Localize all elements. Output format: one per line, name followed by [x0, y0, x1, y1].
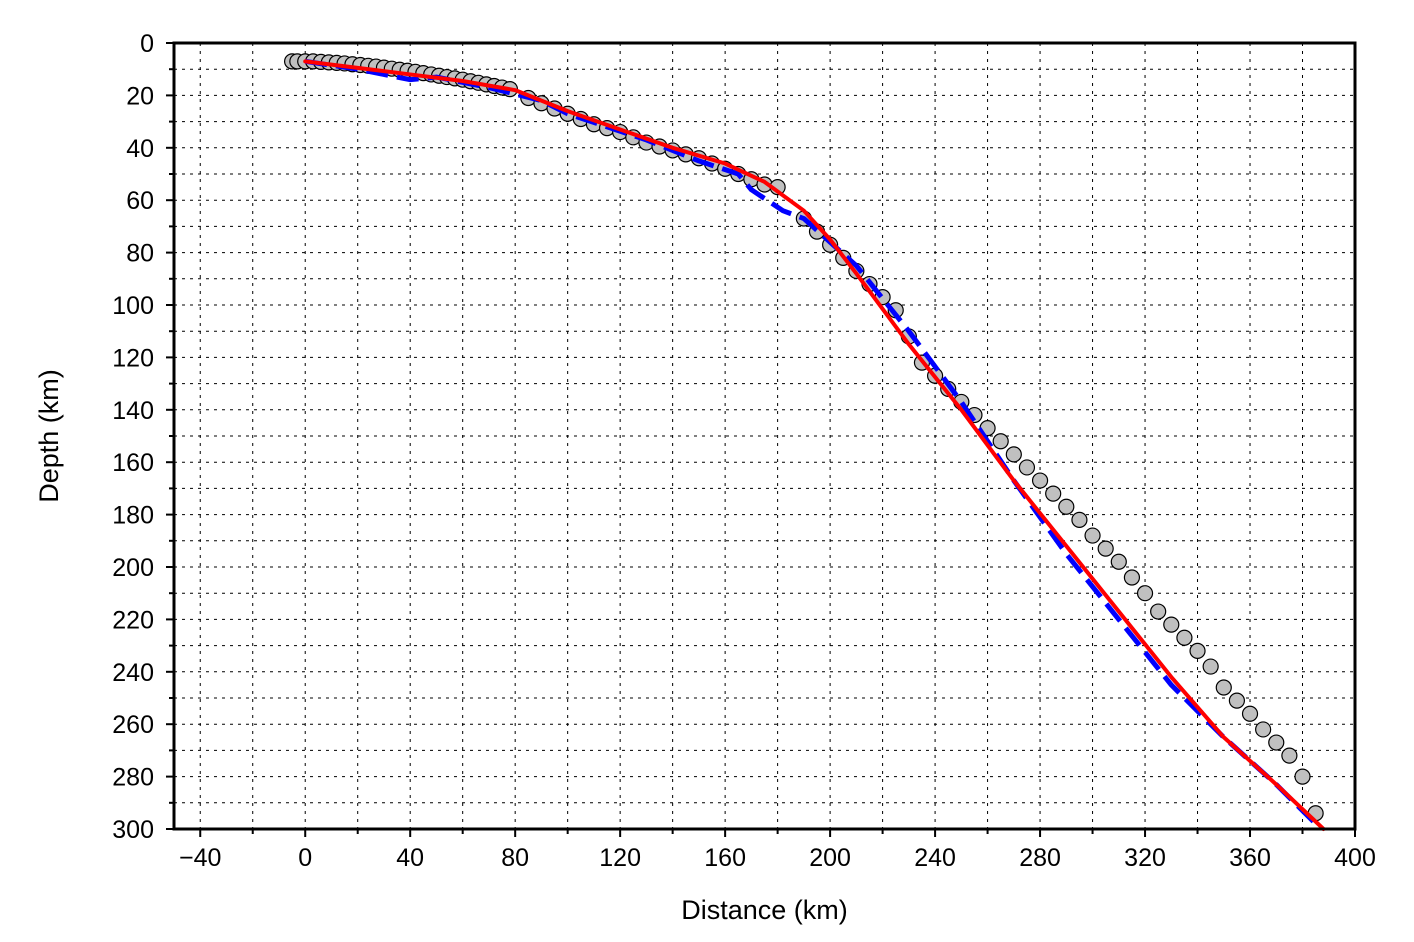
grid [174, 43, 1355, 829]
data-point [1058, 498, 1075, 515]
x-axis-title: Distance (km) [681, 895, 848, 925]
y-tick-label: 300 [112, 816, 154, 844]
y-tick-label: 280 [112, 764, 154, 792]
data-point [1071, 511, 1088, 528]
data-point [1084, 527, 1101, 544]
y-tick-label: 0 [140, 30, 154, 58]
x-tick-label: 40 [396, 844, 424, 872]
y-tick-label: 240 [112, 659, 154, 687]
y-tick-label: 140 [112, 397, 154, 425]
data-point [1110, 553, 1127, 570]
x-tick-label: 120 [599, 844, 641, 872]
x-tick-label: 0 [298, 844, 312, 872]
data-point [992, 433, 1009, 450]
x-tick-label: 360 [1229, 844, 1271, 872]
dashed-profile-line [304, 58, 1318, 826]
axis-ticks: −40 0 40 80 120 160 200 240 280 320 360 400 0 20 40 60 8… [112, 30, 1376, 872]
y-tick-label: 20 [126, 82, 154, 110]
data-point [1005, 446, 1022, 463]
data-point [1268, 734, 1285, 751]
data-point [1150, 603, 1167, 620]
data-point [1136, 585, 1154, 602]
data-point [1045, 485, 1062, 502]
data-point [1176, 629, 1193, 646]
data-point [1163, 616, 1180, 633]
x-tick-label: 320 [1124, 844, 1166, 872]
data-point [1031, 472, 1049, 489]
y-tick-label: 60 [126, 187, 154, 215]
y-tick-label: 200 [112, 554, 154, 582]
plot-series [284, 53, 1326, 831]
y-tick-label: 80 [126, 240, 154, 268]
fit-profile-line [303, 59, 1326, 831]
data-point [1255, 721, 1272, 738]
data-point [1228, 692, 1246, 709]
x-tick-label: 280 [1019, 844, 1061, 872]
y-tick-label: 260 [112, 711, 154, 739]
y-tick-label: 120 [112, 344, 154, 372]
x-tick-label: 80 [501, 844, 529, 872]
y-tick-label: 220 [112, 606, 154, 634]
data-point [1018, 459, 1036, 476]
data-point [1294, 768, 1311, 785]
data-point [1215, 679, 1232, 696]
x-tick-label: −40 [179, 844, 221, 872]
y-tick-label: 180 [112, 502, 154, 530]
x-tick-label: 400 [1334, 844, 1376, 872]
data-point [1097, 540, 1114, 557]
x-tick-label: 200 [809, 844, 851, 872]
y-tick-label: 160 [112, 449, 154, 477]
y-axis-title: Depth (km) [34, 369, 64, 503]
data-point [1202, 658, 1219, 675]
data-point [1123, 569, 1141, 586]
data-point [1189, 642, 1206, 659]
y-tick-label: 100 [112, 292, 154, 320]
y-tick-label: 40 [126, 135, 154, 163]
x-tick-label: 240 [914, 844, 956, 872]
x-tick-label: 160 [704, 844, 746, 872]
data-point [1281, 747, 1298, 764]
data-point [1241, 705, 1259, 722]
